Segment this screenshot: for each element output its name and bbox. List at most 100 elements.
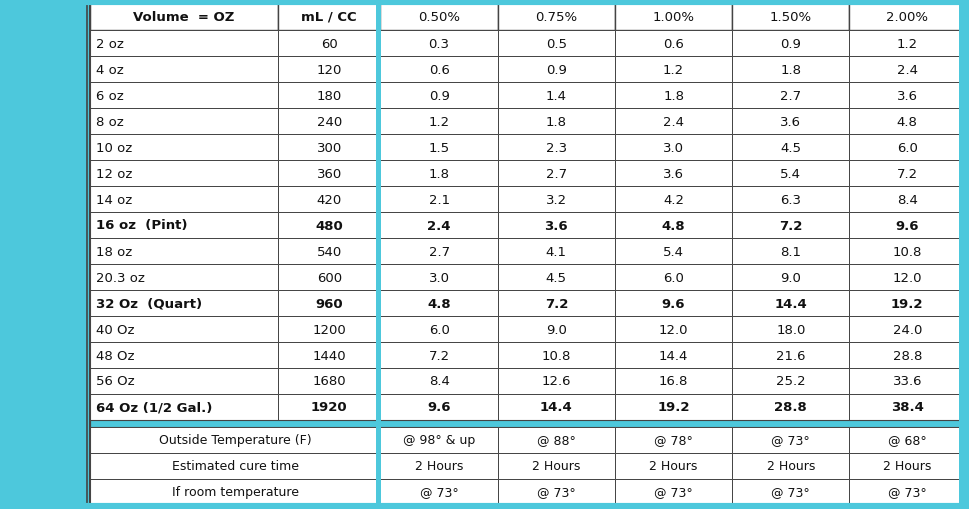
- Text: 64 Oz (1/2 Gal.): 64 Oz (1/2 Gal.): [96, 401, 212, 414]
- Bar: [497, 187, 614, 213]
- Bar: [278, 57, 380, 83]
- Bar: [90, 31, 278, 57]
- Bar: [497, 135, 614, 161]
- Text: 4 oz: 4 oz: [96, 64, 124, 76]
- Text: 19.2: 19.2: [891, 297, 922, 310]
- Bar: [614, 213, 732, 239]
- Text: 8.4: 8.4: [428, 375, 449, 388]
- Text: 6.0: 6.0: [663, 271, 683, 284]
- Bar: [90, 83, 278, 109]
- Text: 10.8: 10.8: [541, 349, 571, 362]
- Text: 12 oz: 12 oz: [96, 167, 132, 180]
- Bar: [90, 291, 278, 317]
- Bar: [380, 479, 497, 505]
- Text: 0.9: 0.9: [546, 64, 566, 76]
- Bar: [278, 187, 380, 213]
- Bar: [849, 161, 964, 187]
- Text: 1.00%: 1.00%: [652, 11, 694, 24]
- Text: 0.5: 0.5: [546, 38, 566, 50]
- Bar: [849, 83, 964, 109]
- Bar: [614, 135, 732, 161]
- Text: 2.1: 2.1: [428, 193, 450, 206]
- Text: 25.2: 25.2: [775, 375, 805, 388]
- Bar: [90, 187, 278, 213]
- Text: 2 oz: 2 oz: [96, 38, 124, 50]
- Text: 1.50%: 1.50%: [769, 11, 811, 24]
- Text: 1920: 1920: [311, 401, 347, 414]
- Text: 28.8: 28.8: [773, 401, 806, 414]
- Text: 2.7: 2.7: [428, 245, 450, 258]
- Text: 9.6: 9.6: [894, 219, 918, 232]
- Text: 1.8: 1.8: [663, 89, 683, 102]
- Text: 360: 360: [316, 167, 342, 180]
- Text: 2.4: 2.4: [895, 64, 917, 76]
- Bar: [90, 453, 380, 479]
- Bar: [732, 109, 849, 135]
- Bar: [278, 4, 380, 31]
- Text: 0.6: 0.6: [428, 64, 449, 76]
- Bar: [90, 57, 278, 83]
- Text: 12.0: 12.0: [891, 271, 922, 284]
- Bar: [497, 479, 614, 505]
- Bar: [497, 369, 614, 394]
- Bar: [90, 420, 964, 427]
- Bar: [614, 4, 732, 31]
- Text: 7.2: 7.2: [895, 167, 917, 180]
- Text: 18.0: 18.0: [775, 323, 804, 336]
- Text: 4.8: 4.8: [896, 115, 917, 128]
- Bar: [90, 109, 278, 135]
- Bar: [732, 427, 849, 453]
- Text: 120: 120: [316, 64, 342, 76]
- Text: 300: 300: [316, 141, 342, 154]
- Text: 12.0: 12.0: [658, 323, 688, 336]
- Bar: [614, 479, 732, 505]
- Text: 9.0: 9.0: [546, 323, 566, 336]
- Bar: [380, 213, 497, 239]
- Bar: [732, 394, 849, 420]
- Text: 0.9: 0.9: [428, 89, 449, 102]
- Text: 6 oz: 6 oz: [96, 89, 124, 102]
- Text: Estimated cure time: Estimated cure time: [172, 460, 298, 472]
- Text: @ 73°: @ 73°: [887, 486, 925, 498]
- Bar: [278, 394, 380, 420]
- Text: 1680: 1680: [312, 375, 346, 388]
- Text: 1.2: 1.2: [428, 115, 450, 128]
- Text: mL / CC: mL / CC: [301, 11, 357, 24]
- Bar: [278, 213, 380, 239]
- Text: 38.4: 38.4: [890, 401, 922, 414]
- Bar: [732, 187, 849, 213]
- Bar: [380, 109, 497, 135]
- Bar: [278, 291, 380, 317]
- Text: 600: 600: [317, 271, 341, 284]
- Bar: [849, 213, 964, 239]
- Text: 1.8: 1.8: [428, 167, 450, 180]
- Bar: [497, 427, 614, 453]
- Bar: [849, 291, 964, 317]
- Bar: [614, 109, 732, 135]
- Bar: [497, 394, 614, 420]
- Bar: [614, 394, 732, 420]
- Bar: [380, 161, 497, 187]
- Text: 9.0: 9.0: [780, 271, 800, 284]
- Bar: [90, 427, 380, 453]
- Bar: [90, 265, 278, 291]
- Bar: [278, 135, 380, 161]
- Bar: [849, 31, 964, 57]
- Bar: [90, 394, 278, 420]
- Bar: [732, 343, 849, 369]
- Bar: [614, 317, 732, 343]
- Text: 21.6: 21.6: [775, 349, 805, 362]
- Text: 19.2: 19.2: [657, 401, 689, 414]
- Bar: [614, 369, 732, 394]
- Bar: [90, 239, 278, 265]
- Bar: [380, 265, 497, 291]
- Text: 2.7: 2.7: [779, 89, 800, 102]
- Bar: [380, 57, 497, 83]
- Bar: [732, 4, 849, 31]
- Text: 4.8: 4.8: [427, 297, 451, 310]
- Bar: [732, 239, 849, 265]
- Bar: [614, 453, 732, 479]
- Text: @ 73°: @ 73°: [770, 434, 809, 446]
- Bar: [278, 369, 380, 394]
- Text: @ 98° & up: @ 98° & up: [402, 434, 475, 446]
